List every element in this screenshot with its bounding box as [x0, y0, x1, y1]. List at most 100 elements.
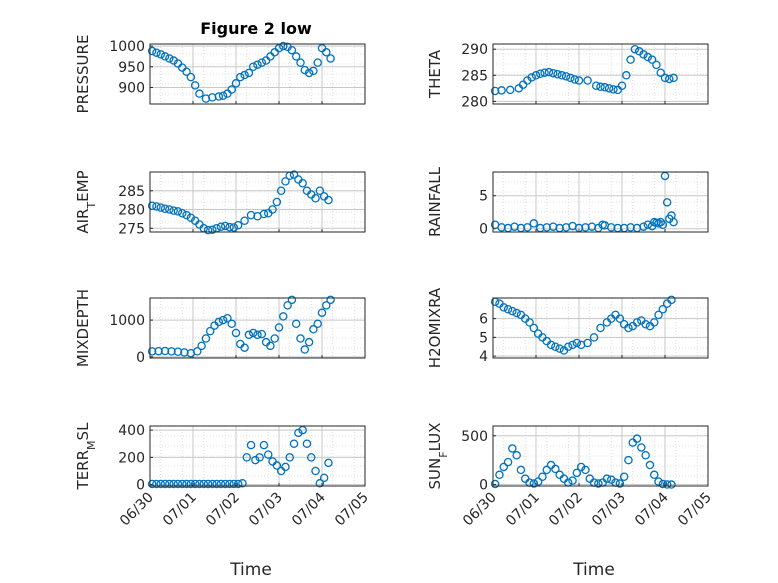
data-point	[540, 68, 549, 77]
data-point	[313, 319, 322, 329]
data-point	[619, 472, 629, 481]
data-point	[306, 453, 316, 462]
data-point	[497, 86, 506, 95]
data-point	[626, 223, 635, 232]
data-point	[208, 479, 217, 489]
data-point	[591, 81, 601, 90]
data-point	[596, 82, 605, 92]
data-point	[214, 92, 224, 101]
data-point	[253, 330, 262, 340]
data-point	[266, 341, 275, 351]
y-axis-label: MIXDEPTH	[74, 289, 92, 367]
data-point	[639, 50, 648, 59]
y-tick-label: 4	[479, 349, 488, 365]
axes-box	[492, 171, 709, 233]
data-point	[169, 56, 178, 65]
axes-box	[492, 43, 709, 105]
data-point	[169, 479, 178, 489]
data-point	[169, 206, 178, 215]
data-point	[154, 346, 163, 356]
data-point	[160, 346, 170, 356]
data-point	[557, 71, 567, 80]
data-point	[602, 474, 612, 483]
data-point	[190, 81, 200, 90]
data-point	[238, 479, 247, 488]
data-point	[240, 216, 249, 225]
data-point	[658, 304, 668, 314]
y-tick-label: 950	[118, 60, 145, 76]
data-point	[503, 304, 513, 314]
data-point	[197, 341, 206, 351]
data-point	[259, 209, 269, 219]
y-tick-label: 280	[461, 94, 488, 110]
data-point	[212, 479, 221, 489]
x-tick-label: 06/30	[460, 490, 500, 530]
data-point	[203, 479, 213, 489]
data-point	[583, 76, 592, 85]
data-point	[182, 479, 191, 489]
data-point	[231, 328, 241, 338]
data-point	[594, 479, 603, 488]
data-point	[326, 54, 335, 63]
data-point	[324, 195, 333, 205]
data-point	[225, 479, 234, 489]
data-point	[177, 479, 187, 489]
data-point	[296, 58, 305, 67]
data-point	[324, 458, 333, 468]
data-point	[214, 317, 224, 327]
data-point	[574, 76, 584, 85]
x-tick-label: 07/05	[332, 490, 372, 530]
data-point	[503, 457, 513, 467]
data-point	[291, 52, 301, 61]
x-axis-label-right: Time	[572, 560, 615, 580]
data-point	[662, 198, 672, 207]
data-point	[309, 325, 318, 334]
data-point	[322, 48, 331, 57]
data-point	[223, 313, 232, 323]
panel-0: 900 950 1000 PRESSURE	[74, 35, 366, 113]
data-point	[568, 476, 577, 485]
data-point	[248, 62, 258, 72]
data-point	[216, 222, 226, 231]
x-axis-label-left: Time	[229, 560, 272, 580]
y-tick-label: 500	[461, 429, 488, 445]
x-tick-label: 07/03	[246, 490, 286, 530]
data-point	[641, 319, 650, 329]
data-point	[525, 318, 534, 327]
data-point	[246, 440, 256, 450]
data-point	[499, 462, 508, 472]
data-point	[568, 340, 577, 350]
x-tick-label: 07/02	[203, 490, 243, 530]
x-tick-label: 07/03	[589, 490, 629, 530]
data-point	[190, 479, 200, 489]
data-point	[553, 70, 562, 79]
data-point	[536, 69, 545, 78]
data-point	[302, 439, 312, 448]
data-point	[147, 46, 157, 56]
data-point	[645, 460, 655, 470]
data-point	[287, 295, 297, 305]
data-point	[326, 295, 335, 305]
data-point	[313, 58, 322, 67]
data-point	[220, 221, 230, 231]
axes-box	[149, 171, 366, 233]
data-point	[490, 86, 500, 96]
data-point	[208, 93, 217, 102]
data-point	[220, 479, 230, 489]
axes-box	[149, 297, 366, 359]
data-point	[244, 330, 254, 340]
data-point	[647, 55, 657, 64]
y-tick-label: 200	[118, 450, 145, 466]
data-point	[182, 67, 191, 76]
data-point	[529, 479, 539, 488]
data-point	[270, 334, 279, 343]
data-point	[229, 223, 239, 232]
y-axis-label: TERRMSL	[74, 422, 98, 491]
data-point	[495, 470, 504, 480]
data-point	[650, 318, 659, 327]
data-point	[570, 75, 579, 84]
data-point	[281, 462, 290, 472]
data-point	[632, 434, 642, 443]
data-point	[173, 347, 183, 356]
x-tick-label: 07/04	[632, 489, 672, 529]
